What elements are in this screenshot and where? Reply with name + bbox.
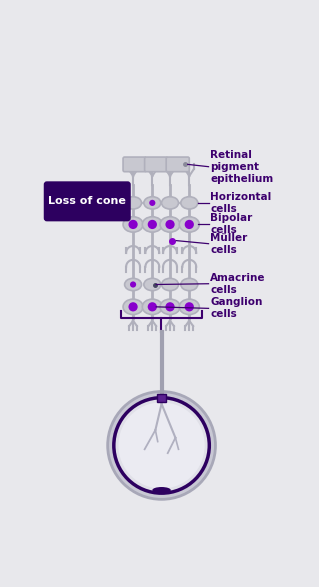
Text: Loss of cone: Loss of cone bbox=[48, 196, 126, 207]
Ellipse shape bbox=[181, 278, 198, 291]
Ellipse shape bbox=[125, 197, 142, 209]
Ellipse shape bbox=[144, 197, 161, 209]
Text: Müller
cells: Müller cells bbox=[210, 232, 247, 255]
Circle shape bbox=[129, 302, 138, 312]
FancyBboxPatch shape bbox=[145, 157, 168, 171]
Ellipse shape bbox=[144, 278, 161, 291]
Circle shape bbox=[149, 200, 155, 206]
Circle shape bbox=[130, 281, 136, 288]
Circle shape bbox=[118, 402, 205, 488]
Ellipse shape bbox=[123, 299, 143, 315]
Text: Bipolar
cells: Bipolar cells bbox=[210, 214, 252, 235]
Ellipse shape bbox=[179, 299, 199, 315]
Ellipse shape bbox=[123, 217, 143, 232]
Circle shape bbox=[166, 302, 174, 312]
Ellipse shape bbox=[160, 299, 180, 315]
FancyBboxPatch shape bbox=[123, 157, 146, 171]
Circle shape bbox=[108, 392, 215, 500]
Circle shape bbox=[129, 220, 138, 229]
Circle shape bbox=[185, 220, 194, 229]
Ellipse shape bbox=[125, 278, 142, 291]
Ellipse shape bbox=[181, 197, 198, 209]
Text: Retinal
pigment
epithelium: Retinal pigment epithelium bbox=[210, 150, 273, 184]
FancyBboxPatch shape bbox=[157, 394, 166, 402]
Text: Amacrine
cells: Amacrine cells bbox=[210, 273, 266, 295]
FancyBboxPatch shape bbox=[166, 157, 189, 171]
Ellipse shape bbox=[152, 487, 171, 493]
Text: Ganglion
cells: Ganglion cells bbox=[210, 298, 263, 319]
Circle shape bbox=[166, 220, 174, 229]
Ellipse shape bbox=[179, 217, 199, 232]
Circle shape bbox=[148, 302, 157, 312]
FancyBboxPatch shape bbox=[44, 181, 131, 221]
Ellipse shape bbox=[161, 197, 179, 209]
Circle shape bbox=[148, 220, 157, 229]
Ellipse shape bbox=[160, 217, 180, 232]
Ellipse shape bbox=[142, 299, 162, 315]
Circle shape bbox=[185, 302, 194, 312]
Text: Horizontal
cells: Horizontal cells bbox=[210, 192, 271, 214]
Ellipse shape bbox=[161, 278, 179, 291]
Circle shape bbox=[114, 397, 209, 493]
Ellipse shape bbox=[142, 217, 162, 232]
